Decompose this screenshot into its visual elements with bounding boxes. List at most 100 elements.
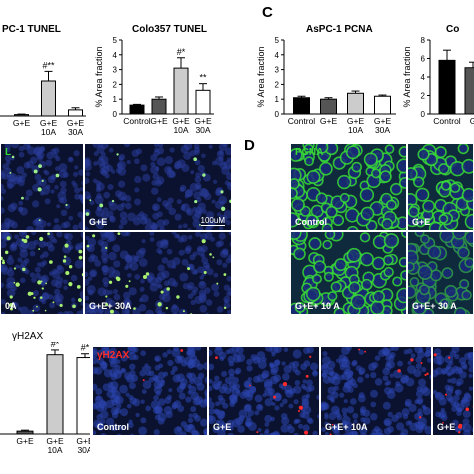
micrograph-label-h2ax-control: Control — [97, 422, 129, 432]
nucleus-dot — [108, 385, 116, 393]
nucleus-dot — [438, 397, 447, 406]
bar-h2ax-1 — [46, 354, 64, 435]
nucleus-dot — [192, 219, 201, 228]
nucleus-dot — [95, 395, 102, 401]
nucleus-dot — [1, 241, 7, 249]
signal-dot — [420, 362, 423, 365]
signal-dot — [78, 255, 83, 260]
signal-dot — [27, 291, 32, 296]
nucleus-dot — [60, 187, 67, 194]
nucleus-dot — [112, 288, 119, 295]
nucleus-dot — [111, 353, 119, 361]
micrograph-label-h2ax-10a: G+E+ 10A — [325, 422, 368, 432]
nucleus-dot — [89, 253, 95, 259]
stained-cell — [420, 234, 430, 245]
x-tick-label: Control — [433, 116, 461, 126]
nucleus-dot — [209, 415, 216, 425]
micrograph-h2ax-ge-pattern — [209, 347, 319, 435]
signal-dot — [125, 284, 129, 288]
signal-dot — [458, 431, 461, 434]
nucleus-dot — [85, 235, 90, 241]
signal-dot — [193, 157, 197, 162]
x-tick-label: G+E — [374, 116, 392, 126]
y-tick-label: 4 — [113, 51, 118, 60]
nucleus-dot — [187, 228, 192, 230]
stained-cell — [408, 285, 417, 299]
nucleus-dot — [188, 372, 197, 381]
nucleus-dot — [1, 282, 5, 288]
nucleus-dot — [269, 362, 274, 367]
signal-dot — [465, 407, 470, 412]
micrograph-tunel-10a-pattern — [1, 232, 83, 314]
nucleus-dot — [264, 414, 273, 423]
stained-cell — [360, 206, 375, 221]
nucleus-dot — [322, 356, 331, 365]
signal-dot — [6, 236, 11, 241]
nucleus-dot — [1, 311, 6, 314]
nucleus-dot — [145, 309, 155, 314]
x-tick-label: G — [470, 116, 474, 126]
nucleus-dot — [273, 360, 280, 367]
signal-dot — [160, 290, 164, 294]
nucleus-dot — [222, 262, 228, 268]
nucleus-dot — [209, 349, 213, 357]
nucleus-dot — [468, 373, 473, 379]
nucleus-dot — [326, 367, 335, 376]
x-tick-label: G+E — [172, 116, 190, 126]
nucleus-dot — [63, 279, 68, 285]
micrograph-pcna-10a: G+E+ 10 A — [290, 231, 407, 315]
stained-cell — [311, 273, 322, 284]
nucleus-dot — [215, 401, 220, 407]
y-tick-label: 4 — [275, 51, 280, 60]
stained-cell — [363, 152, 378, 167]
nucleus-dot — [4, 155, 12, 162]
nucleus-dot — [117, 369, 123, 375]
nucleus-dot — [108, 251, 117, 261]
nucleus-dot — [370, 372, 377, 379]
nucleus-dot — [85, 302, 91, 310]
nucleus-dot — [96, 357, 105, 365]
nucleus-dot — [127, 347, 136, 352]
micrograph-h2ax-ge: G+E — [208, 346, 320, 436]
nucleus-dot — [193, 376, 203, 386]
nucleus-dot — [85, 271, 89, 278]
y-axis-label: % Area fraction — [94, 46, 104, 107]
nucleus-dot — [80, 301, 83, 306]
nucleus-dot — [194, 176, 202, 183]
nucleus-dot — [243, 404, 252, 413]
nucleus-dot — [206, 211, 215, 220]
nucleus-dot — [32, 219, 40, 227]
signal-dot — [77, 298, 82, 302]
signal-dot — [128, 280, 131, 283]
x-tick-label: 30A — [77, 445, 90, 455]
stained-cell — [452, 232, 467, 240]
nucleus-dot — [26, 225, 35, 230]
nucleus-dot — [418, 424, 424, 431]
nucleus-dot — [215, 347, 222, 351]
micrograph-label-h2ax-ge: G+E — [213, 422, 232, 432]
signal-dot — [202, 173, 206, 177]
nucleus-dot — [31, 277, 37, 283]
nucleus-dot — [126, 160, 131, 165]
scale-bar-label: 100uM — [200, 216, 225, 226]
nucleus-dot — [59, 180, 67, 188]
nucleus-dot — [174, 213, 182, 221]
stained-cell — [291, 197, 305, 212]
nucleus-dot — [130, 433, 135, 435]
nucleus-dot — [447, 378, 452, 383]
nucleus-dot — [225, 220, 231, 226]
nucleus-dot — [187, 417, 194, 424]
nucleus-dot — [80, 215, 83, 223]
nucleus-dot — [209, 401, 215, 409]
stained-cell — [324, 232, 336, 240]
nucleus-dot — [102, 366, 107, 371]
stained-cell — [371, 256, 386, 270]
nucleus-dot — [170, 370, 176, 375]
nucleus-dot — [120, 202, 126, 208]
stain-label-tunel: L — [5, 147, 12, 158]
nucleus-dot — [209, 385, 213, 392]
nucleus-dot — [264, 398, 273, 407]
y-tick-label: 8 — [421, 36, 426, 45]
y-tick-label: 3 — [113, 66, 118, 75]
